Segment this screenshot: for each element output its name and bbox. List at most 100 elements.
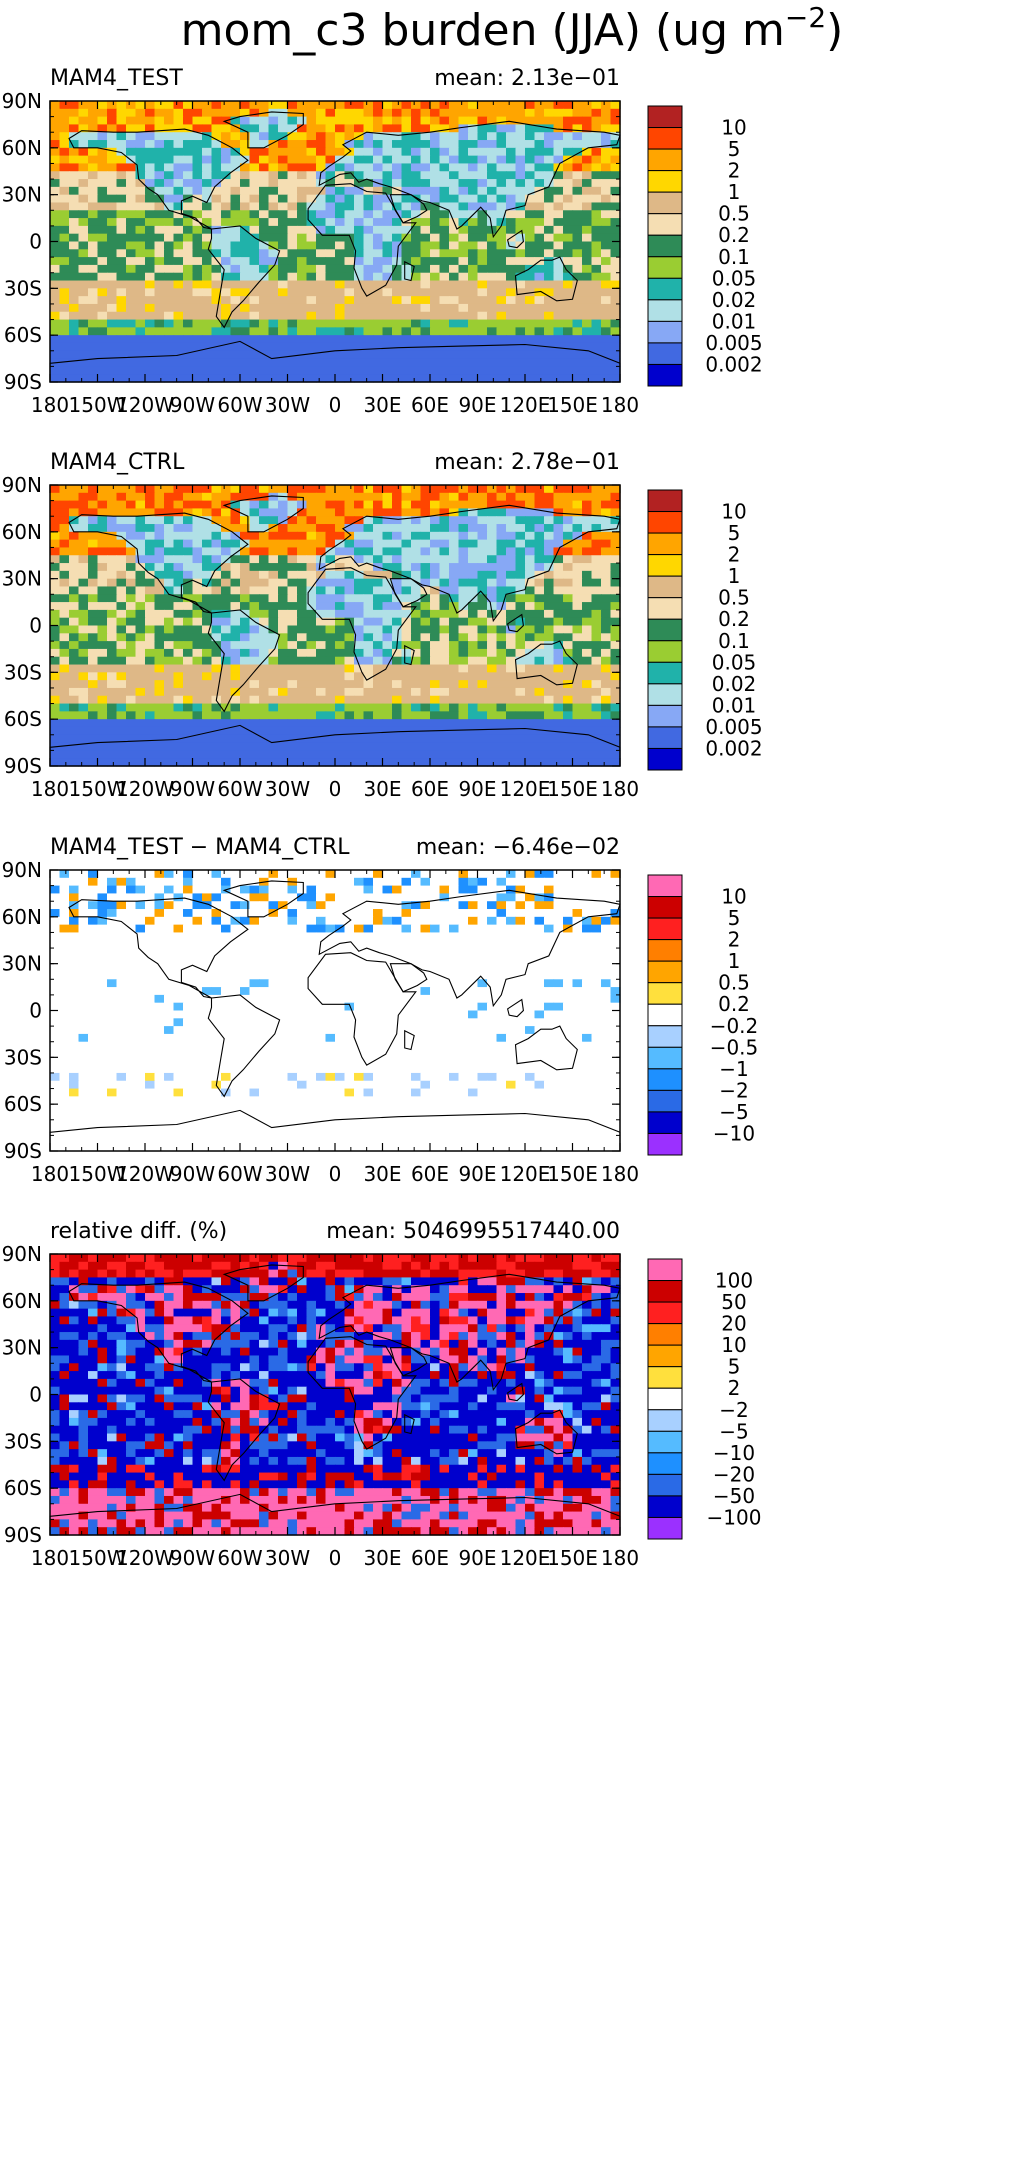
field-cell xyxy=(525,218,536,227)
field-cell xyxy=(192,609,203,619)
field-cell xyxy=(468,877,479,887)
field-cell xyxy=(211,877,222,887)
field-cell xyxy=(249,108,260,118)
field-cell xyxy=(126,531,137,541)
field-cell xyxy=(126,350,137,360)
field-cell xyxy=(316,656,327,666)
field-cell xyxy=(525,225,536,235)
field-cell xyxy=(259,531,270,541)
field-cell xyxy=(325,319,336,328)
field-cell xyxy=(563,374,574,383)
field-cell xyxy=(183,516,194,525)
field-cell xyxy=(439,140,450,149)
field-cell xyxy=(107,680,118,689)
field-cell xyxy=(268,893,279,902)
field-cell xyxy=(515,508,526,517)
field-cell xyxy=(496,335,507,344)
field-cell xyxy=(335,132,346,141)
field-cell xyxy=(202,656,213,666)
field-cell xyxy=(325,147,336,157)
field-cell xyxy=(145,609,156,619)
field-cell xyxy=(50,492,61,502)
field-cell xyxy=(582,648,593,658)
field-cell xyxy=(335,734,346,744)
field-cell xyxy=(202,877,213,887)
field-cell xyxy=(458,500,469,510)
field-cell xyxy=(591,664,602,673)
y-tick-label: 90S xyxy=(4,370,42,394)
x-tick-label: 30W xyxy=(265,777,310,801)
field-cell xyxy=(126,742,137,751)
field-cell xyxy=(278,288,289,297)
field-cell xyxy=(525,547,536,556)
coastline-madagascar xyxy=(404,644,415,666)
field-cell xyxy=(515,319,526,328)
field-cell xyxy=(164,303,175,313)
field-cell xyxy=(382,578,393,588)
field-cell xyxy=(458,885,469,895)
field-cell xyxy=(392,602,403,611)
field-cell xyxy=(287,311,298,321)
field-cell xyxy=(297,625,308,634)
field-cell xyxy=(553,264,564,274)
field-cell xyxy=(173,210,184,219)
field-cell xyxy=(50,711,61,720)
field-cell xyxy=(335,664,346,673)
field-cell xyxy=(544,687,555,697)
field-cell xyxy=(316,893,327,902)
colorbar-swatch xyxy=(647,532,683,556)
field-cell xyxy=(401,633,412,642)
field-cell xyxy=(230,272,241,282)
field-cell xyxy=(591,586,602,595)
field-cell xyxy=(268,726,279,736)
field-cell xyxy=(401,272,412,282)
field-cell xyxy=(582,311,593,321)
field-cell xyxy=(50,108,61,118)
field-cell xyxy=(572,877,583,887)
field-cell xyxy=(582,664,593,673)
field-cell xyxy=(506,555,517,564)
field-cell xyxy=(69,485,80,494)
field-cell xyxy=(392,570,403,580)
field-cell xyxy=(306,350,317,360)
field-cell xyxy=(192,280,203,289)
field-cell xyxy=(363,140,374,149)
field-cell xyxy=(297,163,308,172)
field-cell xyxy=(468,179,479,188)
field-cell xyxy=(458,108,469,118)
field-cell xyxy=(316,633,327,642)
field-cell xyxy=(392,108,403,118)
field-cell xyxy=(192,711,203,720)
field-cell xyxy=(591,870,602,879)
field-cell xyxy=(534,586,545,595)
field-cell xyxy=(420,179,431,188)
field-cell xyxy=(297,711,308,720)
field-cell xyxy=(69,249,80,258)
field-cell xyxy=(496,885,507,895)
field-cell xyxy=(316,719,327,728)
field-cell xyxy=(449,194,460,204)
field-cell xyxy=(563,116,574,126)
field-cell xyxy=(192,296,203,305)
field-cell xyxy=(69,695,80,705)
field-cell xyxy=(59,586,70,595)
field-cell xyxy=(278,342,289,352)
field-cell xyxy=(544,625,555,634)
field-cell xyxy=(211,374,222,383)
field-cell xyxy=(306,734,317,744)
field-cell xyxy=(401,350,412,360)
field-cell xyxy=(221,108,232,118)
field-cell xyxy=(97,225,108,235)
field-cell xyxy=(316,249,327,258)
field-cell xyxy=(126,885,137,895)
field-cell xyxy=(154,101,165,110)
field-cell xyxy=(477,147,488,157)
field-cell xyxy=(563,140,574,149)
field-cell xyxy=(88,358,99,367)
field-cell xyxy=(335,327,346,336)
field-cell xyxy=(525,516,536,525)
field-cell xyxy=(221,656,232,666)
field-cell xyxy=(610,101,621,110)
field-cell xyxy=(145,703,156,712)
colorbar-swatch xyxy=(647,234,683,258)
